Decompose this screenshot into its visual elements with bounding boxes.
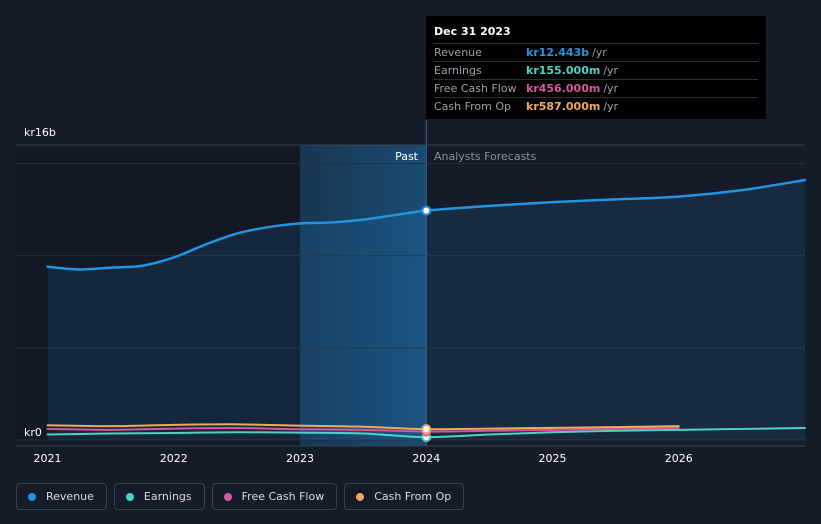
x-tick-label: 2022 xyxy=(160,452,188,465)
marker-layer xyxy=(421,205,432,443)
x-tick-label: 2024 xyxy=(412,452,440,465)
tooltip-label: Revenue xyxy=(434,46,482,59)
tooltip-value: kr587.000m xyxy=(526,100,601,113)
tooltip-label: Earnings xyxy=(434,64,482,77)
y-axis-bottom-label: kr0 xyxy=(24,426,42,439)
x-axis-ticks: 2021 2022 2023 2024 2025 2026 xyxy=(34,452,693,465)
revenue-line xyxy=(46,178,807,271)
cash-from-op-line xyxy=(46,423,680,431)
legend-item-cash-from-op[interactable]: Cash From Op xyxy=(344,483,465,510)
legend-label: Free Cash Flow xyxy=(241,490,325,503)
legend-item-earnings[interactable]: Earnings xyxy=(113,483,205,510)
grid-layer xyxy=(16,144,805,447)
legend-item-free-cash-flow[interactable]: Free Cash Flow xyxy=(211,483,338,510)
tooltip-row-earnings: Earnings kr155.000m /yr xyxy=(434,61,758,79)
tooltip-unit: /yr xyxy=(603,82,619,95)
legend-label: Revenue xyxy=(46,490,94,503)
tooltip-unit: /yr xyxy=(603,64,619,77)
x-tick-label: 2026 xyxy=(665,452,693,465)
legend-label: Earnings xyxy=(143,490,192,503)
free-cash-flow-line xyxy=(46,426,680,433)
tooltip-value: kr456.000m xyxy=(526,82,601,95)
tooltip-unit: /yr xyxy=(603,100,619,113)
x-tick-label: 2021 xyxy=(34,452,62,465)
revenue-marker xyxy=(421,205,432,216)
y-axis-top-label: kr16b xyxy=(24,126,56,139)
tooltip-row-free-cash-flow: Free Cash Flow kr456.000m /yr xyxy=(434,79,758,97)
forecast-label: Analysts Forecasts xyxy=(434,150,537,163)
legend-item-revenue[interactable]: Revenue xyxy=(16,483,107,510)
tooltip-label: Cash From Op xyxy=(434,100,512,113)
tooltip-unit: /yr xyxy=(592,46,607,59)
tooltip-row-cash-from-op: Cash From Op kr587.000m /yr xyxy=(434,97,758,115)
legend-label: Cash From Op xyxy=(374,490,452,503)
tooltip-date: Dec 31 2023 xyxy=(434,25,511,38)
tooltip-value: kr155.000m xyxy=(526,64,601,77)
x-tick-label: 2025 xyxy=(539,452,567,465)
legend-dot-icon xyxy=(125,492,134,501)
tooltip: Dec 31 2023 Revenue kr12.443b /yr Earnin… xyxy=(426,16,766,119)
legend-dot-icon xyxy=(356,492,365,501)
legend-dot-icon xyxy=(28,492,36,501)
legend-dot-icon xyxy=(223,492,232,501)
x-tick-label: 2023 xyxy=(286,452,314,465)
highlight-band xyxy=(300,145,427,446)
past-label: Past xyxy=(395,150,419,163)
cash-from-op-marker xyxy=(421,424,432,435)
legend: Revenue Earnings Free Cash Flow Cash Fro… xyxy=(16,483,465,510)
tooltip-label: Free Cash Flow xyxy=(434,82,517,95)
tooltip-value: kr12.443b xyxy=(526,46,590,59)
tooltip-row-revenue: Revenue kr12.443b /yr xyxy=(434,43,758,61)
